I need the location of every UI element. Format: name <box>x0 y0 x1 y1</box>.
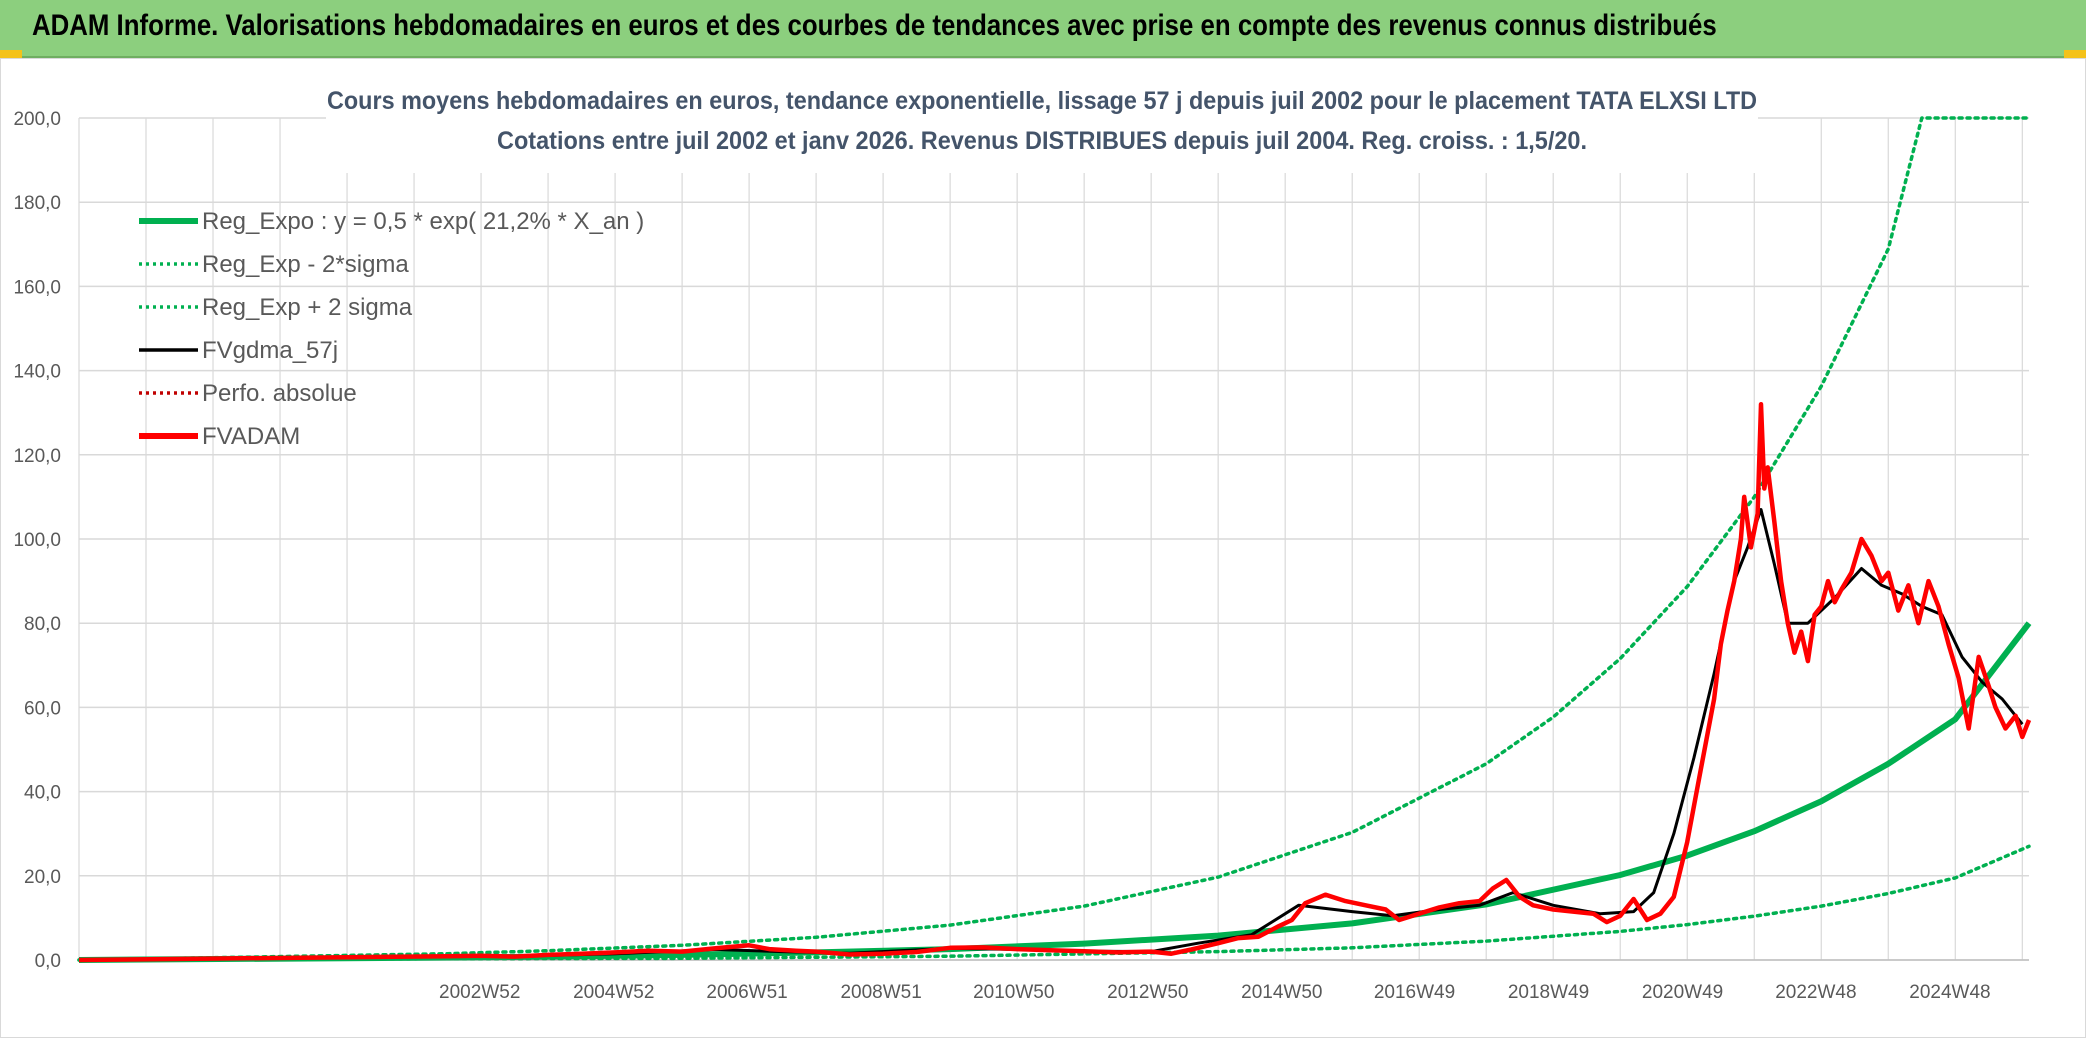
chart-frame: 0,0 20,0 40,0 60,0 80,0 100,0 120,0 140,0 160,0 1… <box>0 58 2086 1038</box>
legend-label: Reg_Expo : y = 0,5 * exp( 21,2% * X_an ) <box>202 208 644 235</box>
legend: Reg_Expo : y = 0,5 * exp( 21,2% * X_an )… <box>139 208 644 450</box>
x-tick-label: 2004W52 <box>573 982 654 1003</box>
series-line-0 <box>78 621 2032 963</box>
series-line-1 <box>77 844 2031 962</box>
y-tick-label: 20,0 <box>24 867 61 888</box>
series-line-2 <box>77 116 2031 962</box>
corner-accent-right <box>2064 50 2086 58</box>
corner-accent-left <box>0 50 22 58</box>
x-tick-label: 2018W49 <box>1508 982 1589 1003</box>
series-layer <box>77 116 2032 963</box>
y-tick-label: 140,0 <box>13 362 61 383</box>
y-tick-label: 60,0 <box>24 698 61 719</box>
legend-label: Reg_Exp + 2 sigma <box>202 294 413 321</box>
y-tick-label: 160,0 <box>13 277 61 298</box>
x-tick-label: 2010W50 <box>973 982 1054 1003</box>
legend-label: Reg_Exp - 2*sigma <box>202 251 409 278</box>
y-tick-label: 120,0 <box>13 446 61 467</box>
banner: ADAM Informe. Valorisations hebdomadaire… <box>0 0 2086 58</box>
x-tick-label: 2012W50 <box>1107 982 1188 1003</box>
x-tick-label: 2024W48 <box>1909 982 1990 1003</box>
chart: 0,0 20,0 40,0 60,0 80,0 100,0 120,0 140,0 160,0 1… <box>13 77 2032 1003</box>
chart-title: Cours moyens hebdomadaires en euros, ten… <box>327 87 1757 115</box>
chart-subtitle: Cotations entre juil 2002 et janv 2026. … <box>497 127 1587 155</box>
y-tick-label: 40,0 <box>24 783 61 804</box>
legend-label: Perfo. absolue <box>202 380 357 407</box>
x-tick-label: 2014W50 <box>1241 982 1322 1003</box>
y-tick-label: 200,0 <box>13 109 61 130</box>
x-tick-label: 2016W49 <box>1374 982 1455 1003</box>
y-tick-label: 100,0 <box>13 530 61 551</box>
y-tick-label: 80,0 <box>24 614 61 635</box>
y-tick-label: 0,0 <box>35 951 61 972</box>
x-tick-label: 2020W49 <box>1642 982 1723 1003</box>
legend-label: FVgdma_57j <box>202 337 338 364</box>
legend-label: FVADAM <box>202 423 300 450</box>
x-tick-label: 2006W51 <box>706 982 787 1003</box>
axis-labels: 0,0 20,0 40,0 60,0 80,0 100,0 120,0 140,0 160,0 1… <box>13 109 1990 1003</box>
grid <box>78 117 2029 961</box>
x-tick-label: 2008W51 <box>840 982 921 1003</box>
y-tick-label: 180,0 <box>13 193 61 214</box>
title-backdrop <box>326 77 1758 173</box>
series-line-5 <box>78 402 2032 963</box>
banner-title: ADAM Informe. Valorisations hebdomadaire… <box>32 9 1717 42</box>
series-line-3 <box>78 508 2024 962</box>
x-tick-label: 2002W52 <box>439 982 520 1003</box>
x-tick-label: 2022W48 <box>1775 982 1856 1003</box>
